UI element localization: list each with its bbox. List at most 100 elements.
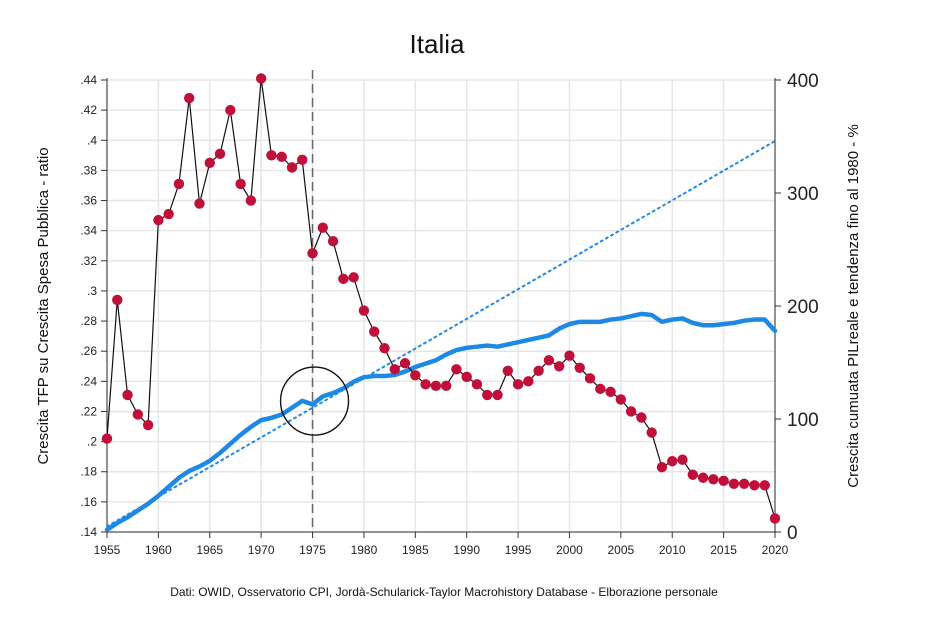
x-tick-label: 1955 xyxy=(94,543,121,557)
y-left-tick-label: .34 xyxy=(80,224,97,238)
gdp-cumulative-line xyxy=(104,311,778,532)
y-right-tick-label: 0 xyxy=(787,523,798,544)
ratio-point xyxy=(297,154,308,166)
ratio-point xyxy=(163,208,174,220)
y-left-tick-label: .24 xyxy=(80,374,97,388)
x-tick-label: 1990 xyxy=(453,543,480,557)
x-tick-label: 2020 xyxy=(762,543,789,557)
ratio-point xyxy=(749,480,760,491)
ratio-point xyxy=(266,150,277,161)
ratio-point xyxy=(687,469,698,480)
ratio-point xyxy=(523,376,534,387)
y-left-tick-label: .36 xyxy=(80,194,97,208)
ratio-point xyxy=(471,379,483,390)
ratio-point xyxy=(338,273,349,285)
y-left-tick-label: .16 xyxy=(80,495,97,509)
ratio-point xyxy=(482,389,493,401)
chart-title: Italia xyxy=(410,29,465,59)
x-tick-label: 1980 xyxy=(351,543,378,557)
x-tick-label: 2015 xyxy=(710,543,737,557)
ratio-point xyxy=(451,364,462,375)
y-left-tick-label: .28 xyxy=(80,314,97,328)
ratio-point xyxy=(420,379,431,390)
axes: 1955 1960 1965 1970 1975 1980 1985 1990 1995 2000… xyxy=(80,71,818,557)
ratio-point xyxy=(317,222,329,233)
y-left-tick-label: .32 xyxy=(80,254,97,268)
x-tick-label: 1995 xyxy=(505,543,532,557)
ratio-point xyxy=(204,157,215,169)
y-left-tick-label: .14 xyxy=(80,525,97,539)
ratio-point xyxy=(369,326,380,337)
ratio-point xyxy=(194,198,205,209)
x-tick-label: 2000 xyxy=(556,543,583,557)
x-tick-label: 2005 xyxy=(607,543,634,557)
ratio-point xyxy=(255,73,267,84)
trend-line xyxy=(106,140,776,528)
ratio-point xyxy=(718,475,729,486)
ratio-point xyxy=(173,178,185,190)
ratio-point xyxy=(276,151,287,163)
ratio-point xyxy=(348,272,359,283)
labels: Italia Crescita TFP su Crescita Spesa Pu… xyxy=(35,29,862,599)
x-tick-label: 1965 xyxy=(196,543,223,557)
y-left-tick-label: .4 xyxy=(87,133,97,147)
x-tick-label: 1985 xyxy=(402,543,429,557)
y-left-tick-label: .18 xyxy=(80,465,97,479)
ratio-point xyxy=(112,294,123,306)
ratio-point xyxy=(184,92,195,104)
y-left-tick-label: .26 xyxy=(80,344,97,358)
ratio-point xyxy=(667,455,678,467)
ratio-point xyxy=(461,371,472,383)
y-right-tick-label: 300 xyxy=(787,184,819,205)
highlight-circle xyxy=(279,366,350,436)
ratio-point xyxy=(235,178,246,190)
y-left-tick-label: .42 xyxy=(80,103,97,117)
ratio-point xyxy=(440,380,452,392)
ratio-point xyxy=(595,383,606,395)
ratio-point xyxy=(697,472,709,483)
ratio-point xyxy=(625,406,637,417)
ratio-point xyxy=(142,419,154,431)
ratio-point xyxy=(543,355,555,366)
ratio-point xyxy=(738,478,750,489)
ratio-line xyxy=(106,77,776,519)
source-note: Dati: OWID, Osservatorio CPI, Jordà-Schu… xyxy=(170,585,718,599)
ratio-point xyxy=(399,358,411,369)
ratio-point xyxy=(636,412,647,423)
ratio-point xyxy=(615,394,627,405)
ratio-point xyxy=(769,513,781,524)
ratio-point xyxy=(307,248,318,259)
y-right-tick-label: 200 xyxy=(787,297,819,318)
ratio-point xyxy=(492,389,503,401)
ratio-point xyxy=(502,365,513,376)
ratio-point xyxy=(553,361,565,372)
x-tick-label: 1970 xyxy=(248,543,275,557)
ratio-point xyxy=(512,379,524,390)
ratio-point xyxy=(656,462,668,473)
ratio-point xyxy=(605,386,616,398)
series xyxy=(101,70,781,532)
ratio-point xyxy=(430,380,442,392)
ratio-point xyxy=(153,214,164,226)
x-tick-label: 2010 xyxy=(659,543,686,557)
ratio-point xyxy=(358,305,370,316)
ratio-point xyxy=(574,362,585,373)
ratio-point xyxy=(708,474,719,485)
ratio-point xyxy=(286,162,298,173)
ratio-point xyxy=(122,389,133,401)
y-left-tick-label: .22 xyxy=(80,404,97,418)
ratio-point xyxy=(101,433,113,444)
ratio-point xyxy=(379,342,390,354)
ratio-point xyxy=(225,104,236,116)
y-left-tick-label: .2 xyxy=(87,435,97,449)
ratio-point xyxy=(132,409,144,420)
y-axis-left-title: Crescita TFP su Crescita Spesa Pubblica … xyxy=(35,147,52,464)
x-tick-label: 1975 xyxy=(299,543,326,557)
ratio-point xyxy=(677,454,688,465)
ratio-point xyxy=(584,373,596,384)
ratio-point xyxy=(728,478,740,489)
ratio-point xyxy=(533,365,544,376)
ratio-point xyxy=(214,148,226,160)
